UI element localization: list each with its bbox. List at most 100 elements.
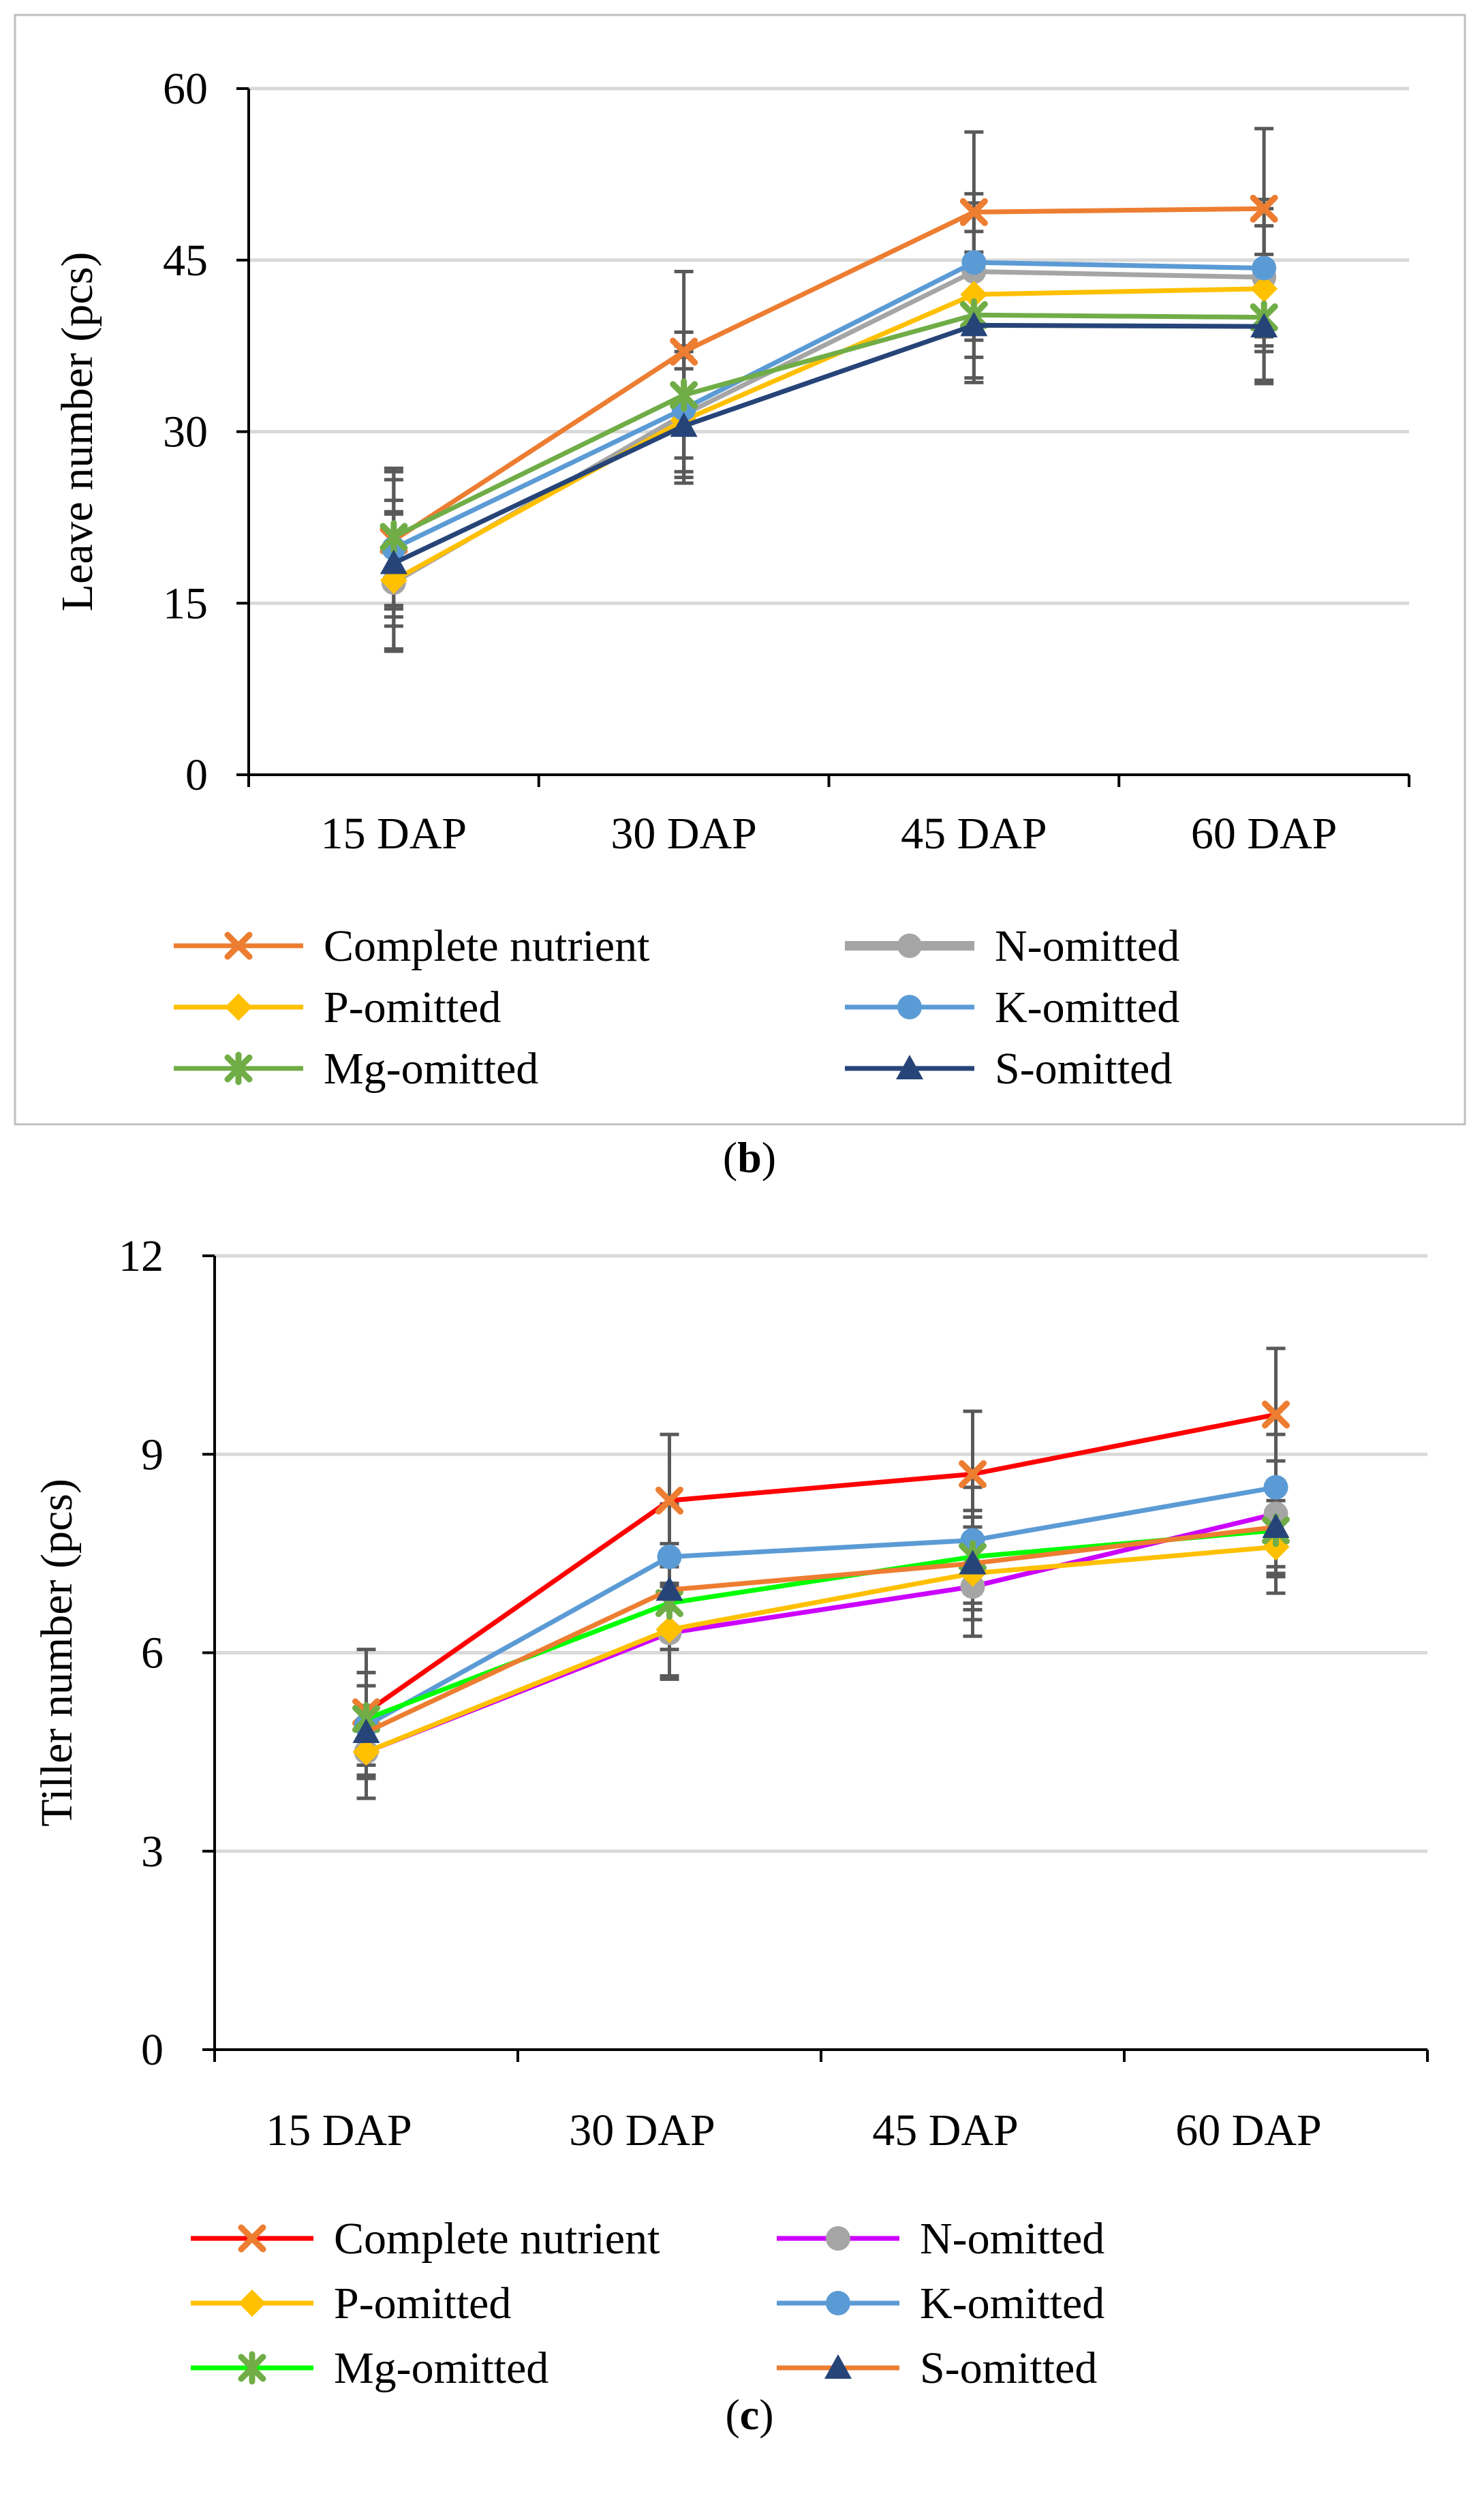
y-tick-label: 0: [185, 750, 208, 800]
legend: Complete nutrient N-omitted P-omitted K-omi…: [191, 2214, 1104, 2393]
series-complete-nutrient: [380, 194, 1278, 555]
data-point: [657, 1544, 682, 1569]
series-line: [392, 312, 1265, 540]
data-point: [959, 198, 988, 226]
legend-item: K-omitted: [777, 2279, 1104, 2328]
data-point: [352, 1718, 380, 1743]
series-complete-nutrient: [352, 1400, 1290, 1727]
caption-open: (: [723, 1133, 737, 1182]
x-tick-label: 60 DAP: [1191, 809, 1338, 859]
legend-item: K-omitted: [845, 983, 1179, 1032]
data-point: [961, 250, 987, 275]
legend: Complete nutrient N-omitted P-omitted K-omi…: [174, 921, 1179, 1094]
legend-item: S-omitted: [845, 1044, 1172, 1094]
series-line: [365, 1485, 1277, 1728]
panel-caption: (b): [723, 1133, 776, 1182]
y-tick-label: 9: [141, 1430, 164, 1479]
x-tick-label: 60 DAP: [1175, 2106, 1322, 2155]
y-axis-title: Leave number (pcs): [52, 252, 102, 612]
data-point: [670, 378, 698, 412]
legend-item: S-omitted: [777, 2343, 1097, 2393]
legend-marker: [225, 993, 252, 1021]
y-axis-title: Tiller number (pcs): [32, 1479, 82, 1827]
data-point: [1252, 256, 1277, 281]
legend-item: P-omitted: [191, 2279, 511, 2328]
legend-marker: [224, 931, 253, 960]
data-point: [959, 1550, 987, 1575]
x-tick-label: 45 DAP: [872, 2106, 1019, 2155]
y-tick-label: 60: [163, 64, 208, 114]
data-point: [1250, 275, 1278, 303]
legend-item: Mg-omitted: [191, 2343, 548, 2393]
caption-close: ): [762, 1133, 776, 1182]
legend-label: N-omitted: [920, 2214, 1104, 2264]
legend-label: K-omitted: [995, 983, 1179, 1032]
data-point: [960, 311, 988, 337]
legend-label: S-omitted: [995, 1044, 1172, 1094]
legend-label: N-omitted: [995, 921, 1179, 971]
series-line: [365, 1412, 1277, 1714]
y-tick-label: 30: [163, 407, 208, 457]
series-line: [365, 1544, 1276, 1755]
legend-marker: [238, 2224, 266, 2253]
series-line: [365, 1524, 1276, 1735]
legend-label: K-omitted: [920, 2279, 1104, 2328]
legend-marker: [824, 2354, 852, 2379]
data-point: [655, 1486, 683, 1515]
series-line: [392, 260, 1265, 551]
legend-label: Mg-omitted: [324, 1044, 538, 1094]
series-n-omitted: [381, 259, 1277, 596]
x-tick-label: 15 DAP: [266, 2106, 412, 2155]
caption-close: ): [759, 2390, 773, 2439]
data-point: [1250, 313, 1278, 338]
series-s-omitted: [380, 311, 1278, 574]
panel-b-leave-number: 0 15 30 45 60 15 DAP 30 DAP 45 DAP 60 DAP Leave n…: [14, 14, 1466, 1182]
legend-item: N-omitted: [845, 921, 1179, 971]
error-bars: [356, 1346, 1286, 1800]
data-point: [1250, 194, 1278, 223]
series-p-omitted: [380, 275, 1278, 594]
legend-item: Complete nutrient: [174, 921, 649, 971]
data-point: [655, 1576, 683, 1601]
panel-caption: (c): [725, 2390, 773, 2439]
data-point: [670, 412, 698, 437]
legend-item: Mg-omitted: [174, 1044, 538, 1094]
series-line: [392, 206, 1265, 542]
legend-item: P-omitted: [174, 983, 501, 1032]
data-point: [960, 281, 988, 309]
legend-marker: [826, 2291, 850, 2315]
series-line: [392, 322, 1265, 566]
legend-label: Complete nutrient: [324, 921, 649, 971]
data-point: [1263, 1475, 1288, 1500]
data-point: [1262, 1513, 1290, 1539]
data-point: [380, 549, 407, 574]
data-point: [959, 1460, 987, 1488]
legend-marker: [826, 2226, 850, 2251]
legend-marker: [238, 2290, 266, 2317]
legend-item: Complete nutrient: [191, 2214, 660, 2264]
legend-label: S-omitted: [920, 2343, 1097, 2393]
legend-label: Mg-omitted: [334, 2343, 548, 2393]
data-point: [1262, 1400, 1290, 1429]
caption-letter: b: [737, 1133, 762, 1182]
data-point: [352, 1738, 380, 1766]
legend-marker: [897, 934, 922, 958]
caption-open: (: [725, 2390, 739, 2439]
series-s-omitted: [352, 1513, 1290, 1743]
x-tick-label: 45 DAP: [901, 809, 1047, 859]
x-tick-label: 15 DAP: [321, 809, 467, 859]
x-tick-label: 30 DAP: [610, 809, 757, 859]
legend-marker: [238, 2351, 266, 2385]
y-tick-label: 45: [163, 236, 208, 286]
series-p-omitted: [352, 1533, 1290, 1766]
caption-letter: c: [740, 2390, 759, 2439]
legend-label: Complete nutrient: [334, 2214, 660, 2264]
data-point: [670, 337, 698, 366]
series-line: [392, 286, 1265, 583]
y-tick-label: 12: [119, 1231, 164, 1281]
y-tick-label: 3: [141, 1827, 164, 1877]
legend-marker: [224, 1051, 253, 1085]
error-bars: [384, 127, 1274, 653]
x-tick-label: 30 DAP: [569, 2106, 715, 2155]
